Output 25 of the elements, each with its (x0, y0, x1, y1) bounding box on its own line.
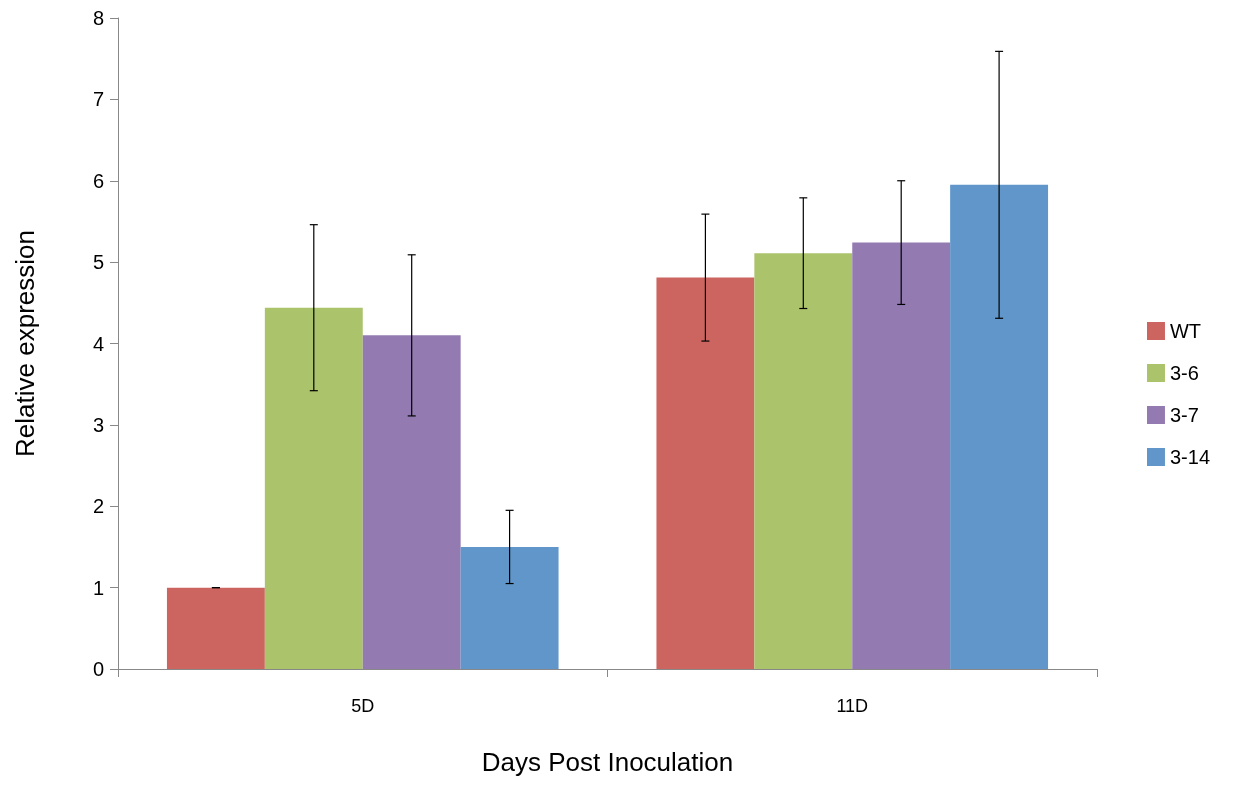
y-tick-label: 7 (92, 88, 104, 111)
legend-label: 3-7 (1169, 404, 1199, 426)
y-tick-label: 3 (92, 413, 104, 436)
bar (264, 307, 363, 669)
y-axis-title: Relative expression (10, 230, 40, 457)
bar (950, 184, 1049, 669)
bar (656, 277, 755, 669)
bar (754, 253, 853, 669)
y-tick-label: 1 (92, 576, 104, 599)
legend-label: 3-6 (1169, 362, 1199, 384)
bar (166, 587, 265, 669)
x-axis-title: Days Post Inoculation (481, 747, 734, 777)
legend-label: WT (1169, 320, 1202, 342)
y-tick-label: 6 (92, 169, 104, 192)
bar (460, 546, 559, 669)
x-tick-label: 5D (351, 696, 375, 716)
y-tick-label: 4 (92, 332, 104, 355)
y-tick-label: 5 (92, 251, 104, 274)
bar (362, 335, 461, 669)
y-tick-label: 2 (92, 495, 104, 518)
legend-label: 3-14 (1169, 446, 1210, 468)
bar (852, 242, 951, 669)
y-tick-label: 0 (92, 658, 104, 680)
y-tick-label: 8 (92, 7, 104, 29)
x-tick-label: 11D (836, 696, 869, 716)
